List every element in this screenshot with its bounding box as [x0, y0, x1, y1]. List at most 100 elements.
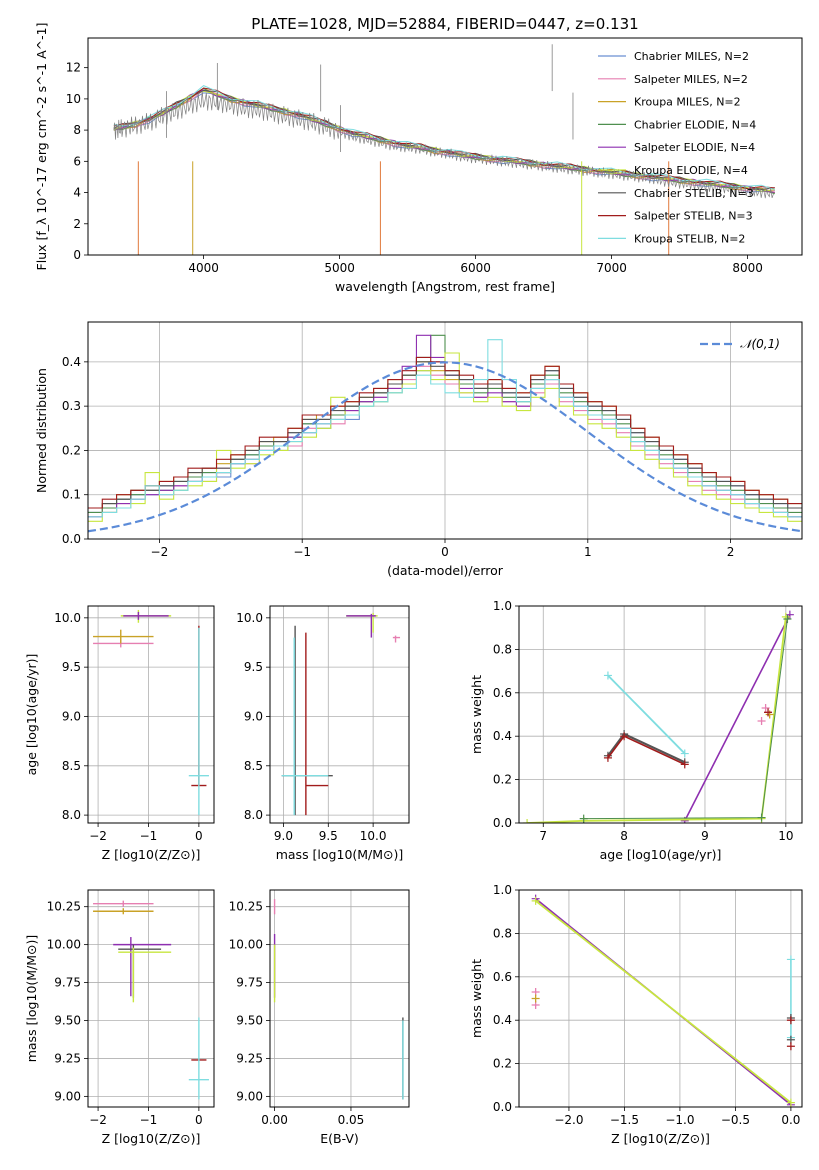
x-tick-label: 5000 [324, 261, 355, 275]
y-axis-label: age [log10(age/yr)] [24, 654, 39, 776]
figure-title: PLATE=1028, MJD=52884, FIBERID=0447, z=0… [251, 15, 638, 33]
y-tick-label: 8.5 [244, 759, 263, 773]
x-tick-label: 0.05 [338, 1113, 365, 1127]
axes-frame [518, 605, 803, 824]
y-axis-label: Normed distribution [34, 368, 49, 493]
x-axis-label: E(B-V) [320, 1131, 359, 1146]
panel-massweight_vs_Z: −2.0 −1.5 −1.0 −0.5 0.0 0.0 0.2 0.4 0.6 0.8 1.0 Z [… [469, 883, 803, 1146]
y-tick-label: 10.00 [47, 938, 81, 952]
x-tick-label: 0 [195, 1113, 203, 1127]
y-tick-label: 0.8 [493, 926, 512, 940]
x-tick-label: 2 [727, 545, 735, 559]
x-tick-label: −1 [140, 829, 158, 843]
weight-line-1 [535, 900, 792, 1104]
point-marker [757, 813, 766, 822]
axes-frame [269, 889, 410, 1108]
y-tick-label: 1.0 [493, 883, 512, 897]
x-tick-label: −2 [89, 1113, 107, 1127]
plot-area [113, 44, 775, 255]
legend-label: Salpeter STELIB, N=3 [634, 210, 753, 223]
x-tick-label: −1 [140, 1113, 158, 1127]
y-tick-label: 9.0 [62, 709, 81, 723]
y-tick-label: 8.0 [244, 808, 263, 822]
y-tick-label: 0.2 [62, 443, 81, 457]
point-marker [531, 994, 540, 1003]
axes-frame [87, 37, 803, 256]
x-axis-label: wavelength [Angstrom, rest frame] [335, 279, 555, 294]
point-marker [680, 760, 689, 769]
x-tick-label: 0.0 [781, 1113, 800, 1127]
x-tick-label: −0.5 [721, 1113, 750, 1127]
x-tick-label: −2.0 [554, 1113, 583, 1127]
y-tick-label: 0.2 [493, 773, 512, 787]
x-tick-label: −2 [151, 545, 169, 559]
legend-label: Kroupa STELIB, N=2 [634, 232, 745, 245]
point-marker [579, 814, 588, 823]
y-tick-label: 0.6 [493, 686, 512, 700]
plot-area [93, 900, 209, 1100]
y-tick-label: 9.50 [236, 1014, 263, 1028]
y-axis-label: mass weight [469, 675, 484, 754]
legend-label: Chabrier STELIB, N=3 [634, 187, 754, 200]
x-tick-label: −2 [89, 829, 107, 843]
y-tick-label: 0.6 [493, 970, 512, 984]
x-tick-label: 9.5 [319, 829, 338, 843]
y-tick-label: 12 [66, 61, 81, 75]
y-tick-label: 8.5 [62, 759, 81, 773]
weight-line-2 [583, 618, 788, 820]
x-tick-label: 0.00 [261, 1113, 288, 1127]
y-tick-label: 9.25 [236, 1051, 263, 1065]
x-axis-label: Z [log10(Z/Z⊙)] [102, 1131, 201, 1146]
x-tick-label: 1 [584, 545, 592, 559]
plot-area [88, 334, 802, 533]
axes-frame [269, 605, 410, 824]
point-marker [620, 732, 629, 741]
legend-label: Chabrier ELODIE, N=4 [634, 118, 756, 131]
x-axis-label: Z [log10(Z/Z⊙)] [102, 847, 201, 862]
plot-area [93, 609, 209, 816]
panel-mass_vs_ebv: 0.00 0.05 9.00 9.25 9.50 9.75 10.00 10.25 E(B-V) [229, 889, 410, 1146]
plot-area [523, 610, 794, 823]
weight-line-0 [684, 614, 791, 822]
panel-massweight_vs_age: 7 8 9 10 0.0 0.2 0.4 0.6 0.8 1.0 age [log10(age/yr… [469, 599, 803, 862]
x-tick-label: 9 [701, 829, 709, 843]
point-marker [757, 717, 766, 726]
y-tick-label: 9.00 [54, 1089, 81, 1103]
point-marker [531, 896, 540, 905]
x-tick-label: 7000 [596, 261, 627, 275]
y-tick-label: 10.0 [54, 611, 81, 625]
x-tick-label: −1.0 [665, 1113, 694, 1127]
x-axis-label: (data-model)/error [387, 563, 504, 578]
point-marker [786, 1016, 795, 1025]
point-marker [785, 610, 794, 619]
y-tick-label: 0.4 [493, 1013, 512, 1027]
x-tick-label: 10.0 [360, 829, 387, 843]
point-marker [523, 819, 532, 823]
x-tick-label: 8 [620, 829, 628, 843]
x-axis-label: mass [log10(M/M⊙)] [276, 847, 404, 862]
y-tick-label: 0.0 [493, 1100, 512, 1114]
x-tick-label: 4000 [188, 261, 219, 275]
y-tick-label: 0.2 [493, 1057, 512, 1071]
legend: Chabrier MILES, N=2 Salpeter MILES, N=2 Kr… [598, 50, 756, 245]
legend-label: Salpeter ELODIE, N=4 [634, 141, 755, 154]
y-tick-label: 1.0 [493, 599, 512, 613]
weight-line-1 [527, 616, 787, 823]
y-tick-label: 9.0 [244, 709, 263, 723]
axes-frame [87, 605, 215, 824]
point-marker [680, 749, 689, 758]
point-marker [603, 671, 612, 680]
axes-frame [87, 321, 803, 540]
histogram-8 [88, 339, 802, 518]
panel-age_vs_mass: 9.0 9.5 10.0 8.0 8.5 9.0 9.5 10.0 mass [log10(M/… [236, 605, 410, 862]
x-axis-label: Z [log10(Z/Z⊙)] [611, 1131, 710, 1146]
weight-line-3 [607, 674, 686, 755]
y-tick-label: 0.4 [62, 355, 81, 369]
axes-frame [87, 889, 215, 1108]
x-tick-label: 6000 [460, 261, 491, 275]
x-tick-label: 7 [539, 829, 547, 843]
y-tick-label: 9.00 [236, 1089, 263, 1103]
y-tick-label: 0.1 [62, 488, 81, 502]
y-axis-label: mass [log10(M/M⊙)] [24, 935, 39, 1063]
